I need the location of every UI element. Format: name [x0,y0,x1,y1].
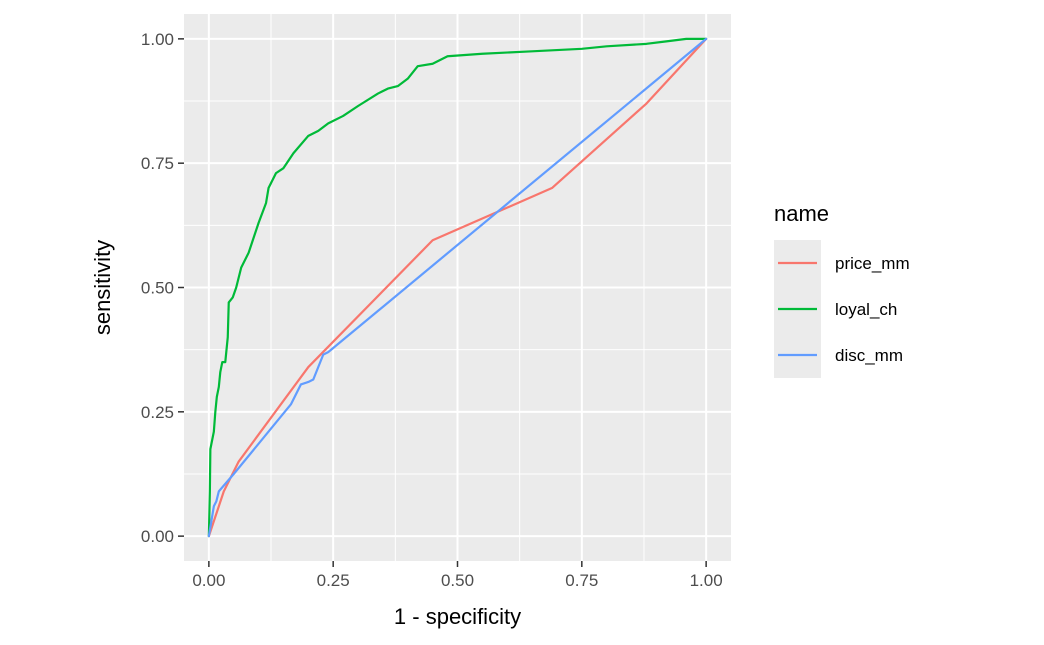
x-tick-label: 0.25 [317,571,350,590]
legend-title: name [774,201,829,226]
y-tick-label: 0.00 [141,527,174,546]
y-tick-label: 0.75 [141,154,174,173]
x-axis-title: 1 - specificity [394,604,521,629]
series-line-loyal-ch [207,37,708,538]
series-lines [207,37,708,538]
x-tick-label: 0.00 [192,571,225,590]
x-axis: 0.00 0.25 0.50 0.75 1.00 [192,561,723,590]
legend-label-loyal-ch: loyal_ch [835,300,897,319]
grid-major [184,14,731,561]
legend-label-disc-mm: disc_mm [835,346,903,365]
x-tick-label: 0.50 [441,571,474,590]
series-line-disc-mm [207,37,708,538]
legend-label-price-mm: price_mm [835,254,910,273]
legend: name price_mm loyal_ch disc_mm [774,201,910,378]
x-tick-label: 1.00 [690,571,723,590]
y-axis: 0.00 0.25 0.50 0.75 1.00 [141,30,184,546]
series-line-price-mm [207,37,708,538]
x-tick-label: 0.75 [565,571,598,590]
y-tick-label: 1.00 [141,30,174,49]
y-tick-label: 0.50 [141,279,174,298]
y-axis-title: sensitivity [90,240,115,335]
y-tick-label: 0.25 [141,403,174,422]
legend-items: price_mm loyal_ch disc_mm [778,254,910,365]
